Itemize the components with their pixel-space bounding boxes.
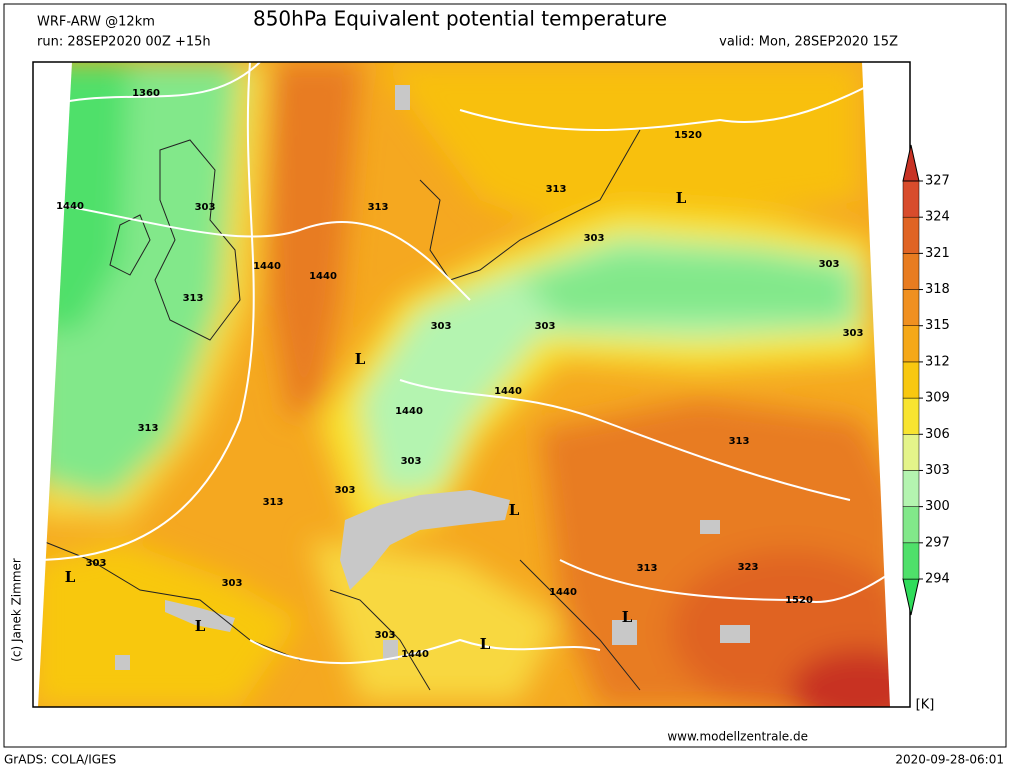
contour-label: 1520 [674,130,702,141]
colorbar-band [902,434,920,471]
colorbar-band [902,542,920,580]
contour-label: 1440 [309,271,337,282]
colorbar-tick-label: 327 [925,174,950,189]
contour-label: 313 [637,563,658,574]
colorbar-over [902,144,920,182]
colorbar-tick-label: 297 [925,535,950,550]
contour-label: 303 [431,321,452,332]
contour-label: 313 [263,497,284,508]
colorbar-tick-label: 324 [925,210,950,225]
valid: valid: Mon, 28SEP2020 15Z [719,35,898,50]
contour-label: 313 [138,423,159,434]
contour-label: 303 [335,485,356,496]
contour-label: 303 [819,259,840,270]
colorbar-tick-label: 306 [925,427,950,442]
credit: (c) Janek Zimmer [10,558,24,662]
contour-label: 1440 [56,201,84,212]
website: www.modellzentrale.de [667,730,808,744]
geopotential-contours [33,62,910,665]
colorbar-band [902,361,920,399]
contour-label: 313 [183,293,204,304]
low-marker: L [480,635,491,653]
contour-label: 303 [535,321,556,332]
colorbar-tick-label: 300 [925,499,950,514]
field: 1360 1440 303 313 1440 1440 313 303 303 L 1440 1440… [33,62,910,707]
contour-label: 303 [584,233,605,244]
contour-label: 313 [546,184,567,195]
colorbar-band [902,180,920,218]
colorbar-tick-label: 309 [925,391,950,406]
colorbar-band [902,470,920,507]
contour-label: 1440 [401,649,429,660]
colorbar-band [902,289,920,326]
contour-label: 1520 [785,595,813,606]
contour-label: 1440 [253,261,281,272]
contour-label: 1440 [395,406,423,417]
terrain-mask [115,85,750,670]
model: WRF-ARW @12km [37,15,155,30]
colorbar-tick-label: 321 [925,246,950,261]
low-marker: L [676,189,687,207]
colorbar-tick-label: 318 [925,282,950,297]
outer-border [3,3,1007,748]
timestamp: 2020-09-28-06:01 [895,753,1004,767]
contour-label: 303 [86,558,107,569]
colorbar: 294 297 300 303 306 309 312 315 318 321 324 327 [902,144,950,616]
run: run: 28SEP2020 00Z +15h [37,35,211,50]
contour-label: 303 [195,202,216,213]
colorbar-tick-label: 294 [925,572,950,587]
colorbar-tick-label: 315 [925,318,950,333]
colorbar-tick-label: 303 [925,463,950,478]
contour-label: 303 [222,578,243,589]
colorbar-band [902,216,920,254]
low-marker: L [65,568,76,586]
contour-label: 313 [729,436,750,447]
contour-label: 303 [843,328,864,339]
contour-label: 1360 [132,88,160,99]
contour-labels: 1360 1440 303 313 1440 1440 313 303 303 L 1440 1440… [56,88,863,660]
low-marker: L [195,617,206,635]
low-marker: L [622,608,633,626]
contour-label: 323 [738,562,759,573]
colorbar-band [902,325,920,363]
contour-label: 1440 [549,587,577,598]
colorbar-band [902,506,920,544]
contour-label: 303 [375,630,396,641]
contour-label: 303 [401,456,422,467]
contour-label: 1440 [494,386,522,397]
title: 850hPa Equivalent potential temperature [253,7,667,31]
colorbar-band [902,397,920,435]
contour-label: 313 [368,202,389,213]
colorbar-band [902,253,920,290]
colorbar-tick-label: 312 [925,354,950,369]
software: GrADS: COLA/IGES [4,753,116,767]
low-marker: L [509,501,520,519]
unit: [K] [916,698,935,713]
low-marker: L [355,350,366,368]
